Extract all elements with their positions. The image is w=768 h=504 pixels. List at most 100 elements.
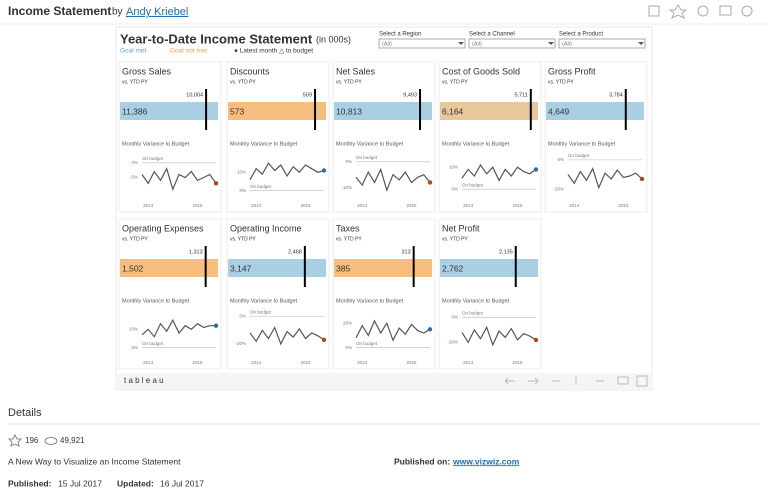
star-icon[interactable] <box>7 433 23 447</box>
variance-title: Monthly Variance to Budget <box>230 141 298 147</box>
y-tick-label: -20% <box>235 341 246 346</box>
card-subtitle: vs. YTD PY <box>442 236 468 242</box>
budget-label: 3,784 <box>609 92 623 98</box>
filter-label: Select a Product <box>559 32 603 38</box>
legend-note: ● Latest month △ to budget <box>234 48 313 55</box>
value-label: 573 <box>230 106 244 116</box>
header-icons <box>648 4 753 20</box>
y-tick-label: 10% <box>129 327 138 332</box>
filter-dropdown[interactable] <box>378 38 466 49</box>
year-label: 2015 <box>300 360 311 365</box>
variance-line <box>461 163 537 182</box>
icon-comment[interactable] <box>719 5 732 16</box>
toolbar <box>116 373 652 389</box>
filter-value: (All) <box>472 41 482 47</box>
card-name: Net Profit <box>442 223 480 233</box>
dropdown-arrow <box>638 42 644 45</box>
icon-misc[interactable] <box>552 375 648 387</box>
card-name: Operating Income <box>230 223 302 233</box>
header-title: Income Statement <box>8 4 111 18</box>
dashboard-unit: (in 000s) <box>316 34 351 44</box>
year-label: 2014 <box>143 360 154 365</box>
views: 49,921 <box>60 436 85 445</box>
card-name: Gross Profit <box>548 66 596 76</box>
icon-undo[interactable] <box>504 377 515 385</box>
on-budget-label: On budget <box>462 310 484 315</box>
filter-value: (All) <box>562 41 572 47</box>
kpi-card: Discounts vs. YTD PY 509 573 Monthly Varianc… <box>226 61 330 213</box>
header-by: by <box>112 7 123 18</box>
card-subtitle: vs. YTD PY <box>230 236 256 242</box>
filters: Select a Region (All) Select a Channel (All… <box>378 32 646 49</box>
published-on-link[interactable]: www.vizwiz.com <box>452 456 520 466</box>
kpi-card: Operating Income vs. YTD PY 2,468 3,147 Mont… <box>226 218 330 370</box>
toolbar-logo[interactable]: t a b l e a u <box>124 376 164 385</box>
card-frame <box>438 61 542 213</box>
value-label: 10,813 <box>336 106 362 116</box>
icon-redo[interactable] <box>528 377 539 385</box>
icon-favorite[interactable] <box>668 4 688 20</box>
y-tick-label: -10% <box>341 185 352 190</box>
budget-label: 10,004 <box>186 92 203 98</box>
variance-title: Monthly Variance to Budget <box>548 141 616 147</box>
card-subtitle: vs. YTD PY <box>122 236 148 242</box>
value-label: 6,164 <box>442 106 464 116</box>
variance-line <box>567 167 643 190</box>
on-budget-label: On budget <box>356 155 378 160</box>
variance-line <box>249 162 325 180</box>
on-budget-label: On budget <box>142 341 164 346</box>
y-tick-label: 0% <box>451 314 458 319</box>
author-link[interactable]: Andy Kriebel <box>126 6 188 18</box>
published-label: Published: <box>8 478 52 488</box>
year-label: 2014 <box>251 360 262 365</box>
variance-title: Monthly Variance to Budget <box>230 298 298 304</box>
icon-share[interactable] <box>697 5 709 17</box>
card-frame <box>438 218 542 370</box>
card-frame <box>118 61 222 213</box>
latest-month-dot <box>213 323 219 328</box>
y-tick-label: 0% <box>239 188 246 193</box>
card-frame <box>226 218 330 370</box>
variance-line <box>461 325 537 347</box>
icon-settings[interactable] <box>741 5 753 17</box>
legend: Goal met Goal not met <box>120 48 207 55</box>
card-subtitle: vs. YTD PY <box>230 79 256 85</box>
description: A New Way to Visualize an Income Stateme… <box>8 456 181 466</box>
filter-dropdown[interactable] <box>468 38 556 49</box>
variance-line <box>249 326 325 346</box>
year-label: 2015 <box>406 360 417 365</box>
icon-copy[interactable] <box>648 5 660 17</box>
y-tick-label: 10% <box>237 170 246 175</box>
latest-month-dot <box>533 337 539 343</box>
value-label: 385 <box>336 263 350 273</box>
on-budget-label: On budget <box>250 310 272 315</box>
latest-month-dot <box>533 167 539 172</box>
value-bar <box>440 102 538 120</box>
value-bar <box>228 259 326 277</box>
value-bar <box>228 102 326 120</box>
year-label: 2015 <box>512 203 523 208</box>
on-budget-label: On budget <box>462 182 484 187</box>
filter-value: (All) <box>382 41 392 47</box>
filter-label: Select a Channel <box>469 32 515 38</box>
value-label: 2,762 <box>442 263 464 273</box>
y-tick-label: -20% <box>553 186 564 191</box>
card-name: Cost of Goods Sold <box>442 66 520 76</box>
legend-item: Goal not met <box>170 48 207 55</box>
card-subtitle: vs. YTD PY <box>122 79 148 85</box>
variance-line <box>355 167 431 193</box>
variance-line <box>141 167 217 191</box>
latest-month-dot <box>321 168 327 173</box>
filter-dropdown[interactable] <box>558 38 646 49</box>
budget-label: 313 <box>401 249 410 255</box>
on-budget-label: On budget <box>250 184 272 189</box>
legend-item: Goal met <box>120 48 147 55</box>
year-label: 2015 <box>192 203 203 208</box>
value-label: 11,386 <box>122 106 148 116</box>
year-label: 2015 <box>618 203 629 208</box>
card-name: Gross Sales <box>122 66 172 76</box>
year-label: 2014 <box>463 203 474 208</box>
year-label: 2014 <box>463 360 474 365</box>
card-frame <box>332 61 436 213</box>
